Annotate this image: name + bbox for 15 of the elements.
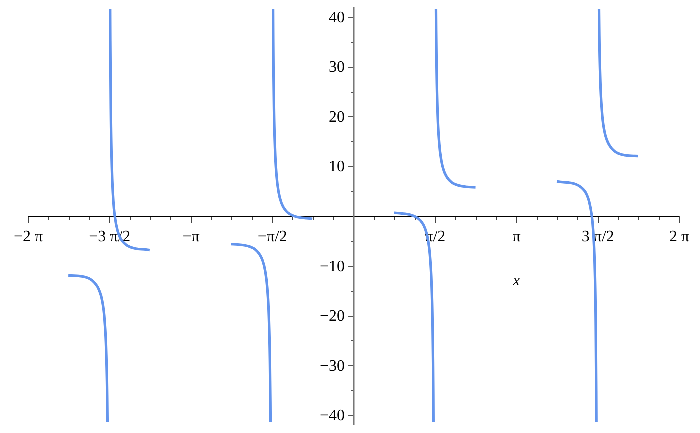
x-tick-label: π xyxy=(512,228,521,246)
x-tick-label: 2 π xyxy=(669,228,690,246)
y-tick-label: −40 xyxy=(320,408,345,425)
y-tick-label: 20 xyxy=(329,108,345,126)
y-tick-label: 10 xyxy=(329,158,345,176)
x-tick-label: 3 π/2 xyxy=(582,228,614,246)
x-tick-label: −π xyxy=(182,228,200,246)
x-tick-label: −π/2 xyxy=(258,228,288,246)
y-tick-label: −20 xyxy=(320,308,345,326)
y-tick-label: −30 xyxy=(320,358,345,375)
y-tick-label: 30 xyxy=(329,59,345,76)
x-axis-title: x xyxy=(512,274,520,290)
y-tick-label: −10 xyxy=(320,258,345,276)
x-tick-label: −2 π xyxy=(14,228,44,246)
y-tick-label: 40 xyxy=(329,9,345,26)
